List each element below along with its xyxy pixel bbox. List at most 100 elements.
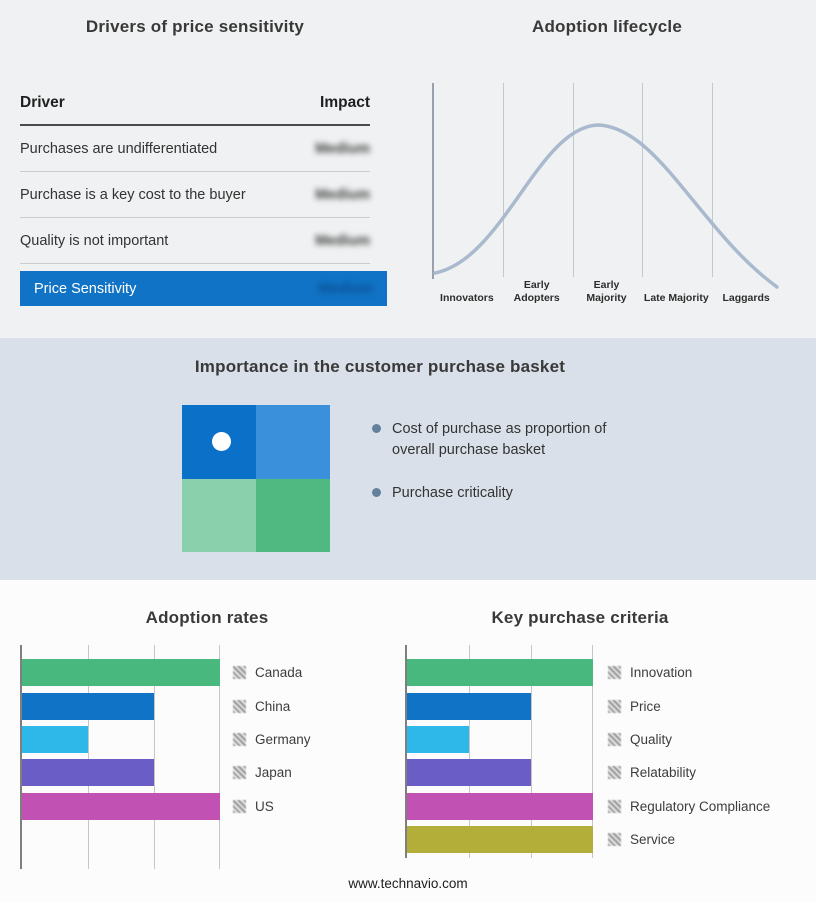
price-sensitivity-label: Price Sensitivity [34,280,137,297]
legend-label: Germany [255,731,311,747]
gridline [592,645,594,858]
driver-row: Purchases are undifferentiated Medium [20,126,370,172]
adoption-lifecycle-chart: Innovators Early Adopters Early Majority… [432,83,781,311]
basket-panel-title: Importance in the customer purchase bask… [194,357,566,376]
legend-label: US [255,798,274,814]
legend-label: Quality [630,731,673,747]
hatch-swatch-icon [233,766,246,780]
quadrant-top-left [182,405,256,479]
legend-item-regulatory-compliance: Regulatory Compliance [608,790,770,823]
bar-japan [22,759,154,787]
key-purchase-criteria-plot [405,645,594,858]
key-purchase-criteria-legend: Innovation Price Quality Relatability Re… [608,656,770,856]
hatch-swatch-icon [233,699,246,713]
hatch-swatch-icon [233,732,246,746]
adoption-rates-title: Adoption rates [145,608,269,627]
hatch-swatch-icon [608,732,621,746]
bar-innovation [407,659,593,687]
impact-value-redacted: Medium [315,140,370,157]
hatch-swatch-icon [233,799,246,813]
legend-label: Innovation [630,665,693,681]
driver-name: Purchase is a key cost to the buyer [20,186,246,203]
purchase-basket-quadrant [182,405,330,552]
stage-label-innovators: Innovators [440,291,494,304]
bar-canada [22,659,220,687]
adoption-rates-legend: Canada China Germany Japan US [233,656,311,823]
adoption-rates-bars [22,656,220,823]
impact-value-redacted: Medium [315,232,370,249]
bullet-item: Cost of purchase as proportion of overal… [372,419,640,461]
gridline [87,645,89,869]
legend-label: Relatability [630,765,697,781]
driver-name: Purchases are undifferentiated [20,140,218,157]
quadrant-bottom-left [182,478,256,552]
hatch-swatch-icon [608,766,621,780]
hatch-swatch-icon [608,799,621,813]
gridline [530,645,532,858]
gridline [642,83,644,277]
bar-china [22,692,154,720]
gridline [219,645,220,869]
bar-service [407,826,593,854]
legend-label: Price [630,698,661,714]
quadrant-bottom-right [256,478,330,552]
bar-germany [22,725,88,753]
impact-value-redacted: Medium [315,186,370,203]
gridline [572,83,574,277]
lifecycle-panel-title: Adoption lifecycle [531,17,682,36]
bar-us [22,792,220,820]
bullet-text: Purchase criticality [392,485,513,502]
quadrant-marker-dot [212,432,231,451]
drivers-table-header: Driver Impact [20,94,370,126]
gridline [503,83,505,277]
bullet-text: Cost of purchase as proportion of overal… [392,421,607,459]
legend-item-japan: Japan [233,756,311,789]
bar-quality [407,725,469,753]
price-sensitivity-row: Price Sensitivity Medium [20,271,387,306]
bullet-icon [372,488,381,498]
stage-label-early-adopters: Early Adopters [513,279,560,304]
bullet-icon [372,424,381,433]
key-purchase-criteria-bars [407,656,593,856]
legend-label: Japan [255,765,292,781]
adoption-rates-plot [20,645,220,869]
hatch-swatch-icon [608,833,621,847]
legend-item-quality: Quality [608,723,770,756]
legend-item-us: US [233,790,311,823]
gridline [711,83,713,277]
legend-label: Service [630,832,676,848]
legend-label: Regulatory Compliance [630,798,771,814]
bar-regulatory-compliance [407,792,593,820]
hatch-swatch-icon [608,699,621,713]
adoption-rates-chart [20,645,220,869]
legend-item-innovation: Innovation [608,656,770,689]
driver-column-header: Driver [20,94,65,111]
legend-item-germany: Germany [233,723,311,756]
middle-band [0,338,816,580]
legend-label: China [255,698,291,714]
bar-price [407,692,531,720]
hatch-swatch-icon [608,666,621,680]
key-purchase-criteria-title: Key purchase criteria [491,608,669,627]
footer-url: www.technavio.com [348,876,468,891]
stage-label-laggards: Laggards [722,291,770,304]
legend-label: Canada [255,665,303,681]
bullet-item: Purchase criticality [372,483,640,504]
lifecycle-plot-area [432,83,781,279]
drivers-panel-title: Drivers of price sensitivity [85,17,305,36]
driver-name: Quality is not important [20,232,169,249]
basket-bullet-list: Cost of purchase as proportion of overal… [372,419,640,526]
gridline [468,645,470,858]
legend-item-relatability: Relatability [608,756,770,789]
stage-label-late-majority: Late Majority [643,291,709,304]
legend-item-china: China [233,689,311,722]
legend-item-service: Service [608,823,770,856]
stage-label-early-majority: Early Majority [586,279,627,304]
bar-relatability [407,759,531,787]
hatch-swatch-icon [233,666,246,680]
legend-item-price: Price [608,689,770,722]
quadrant-top-right [256,405,330,479]
impact-column-header: Impact [320,94,370,111]
impact-value-redacted: Medium [318,280,373,297]
